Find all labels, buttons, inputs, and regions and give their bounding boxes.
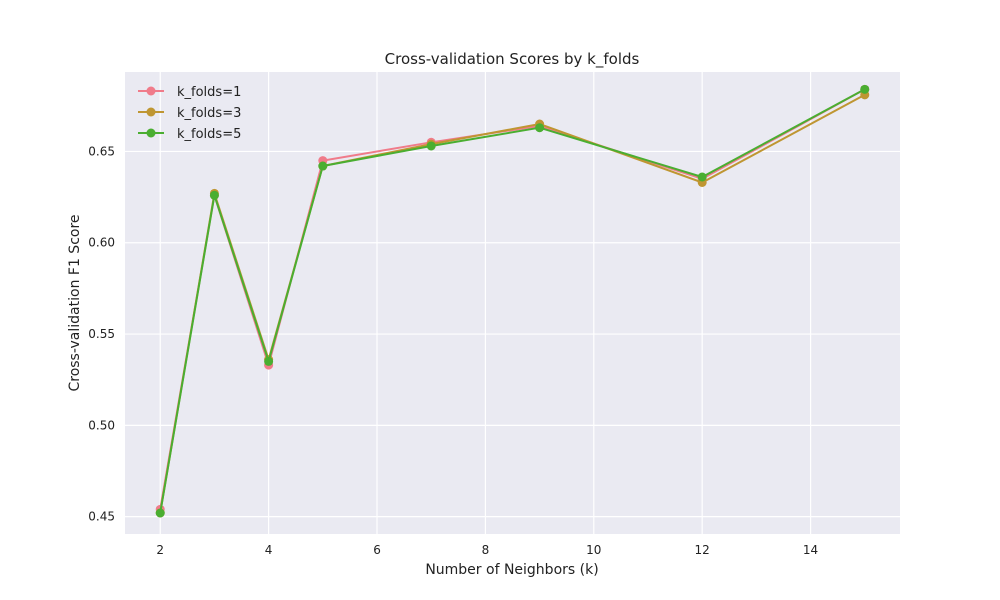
legend: k_folds=1 k_folds=3 k_folds=5: [138, 85, 241, 142]
legend-swatch-marker: [146, 86, 156, 96]
y-tick-label: 0.55: [88, 327, 115, 341]
legend-entry-label: k_folds=3: [177, 106, 241, 121]
y-tick-label: 0.65: [88, 144, 115, 158]
data-point-3: [426, 141, 436, 151]
plot-background: [125, 72, 900, 534]
legend-swatch-marker: [146, 107, 156, 117]
x-tick-label: 2: [156, 543, 164, 557]
grid-lines: [125, 72, 900, 534]
legend-entry-label: k_folds=1: [177, 85, 241, 100]
y-tick-label: 0.50: [88, 418, 115, 432]
legend-entry-label: k_folds=5: [177, 127, 241, 142]
data-point-3: [209, 190, 219, 200]
x-tick-label: 8: [482, 543, 490, 557]
data-point-3: [155, 508, 165, 518]
x-tick-label: 12: [695, 543, 710, 557]
y-tick-label: 0.60: [88, 236, 115, 250]
data-point-3: [318, 161, 328, 171]
x-tick-label: 6: [373, 543, 381, 557]
chart-title: Cross-validation Scores by k_folds: [385, 50, 640, 69]
data-point-3: [264, 356, 274, 366]
x-axis-label: Number of Neighbors (k): [425, 562, 598, 578]
series-line-3: [159, 88, 866, 514]
legend-swatch-marker: [146, 128, 156, 138]
y-tick-label: 0.45: [88, 510, 115, 524]
x-tick-label: 14: [803, 543, 818, 557]
data-point-3: [860, 84, 870, 94]
tick-labels: 2 4 6 8 10 12 14 0.45 0.50 0.55 0.60 0.65: [88, 144, 818, 557]
x-tick-label: 10: [586, 543, 601, 557]
series-layer: [155, 84, 870, 518]
y-axis-label: Cross-validation F1 Score: [67, 214, 83, 391]
data-point-3: [535, 123, 545, 133]
x-tick-label: 4: [265, 543, 273, 557]
data-point-3: [697, 172, 707, 182]
